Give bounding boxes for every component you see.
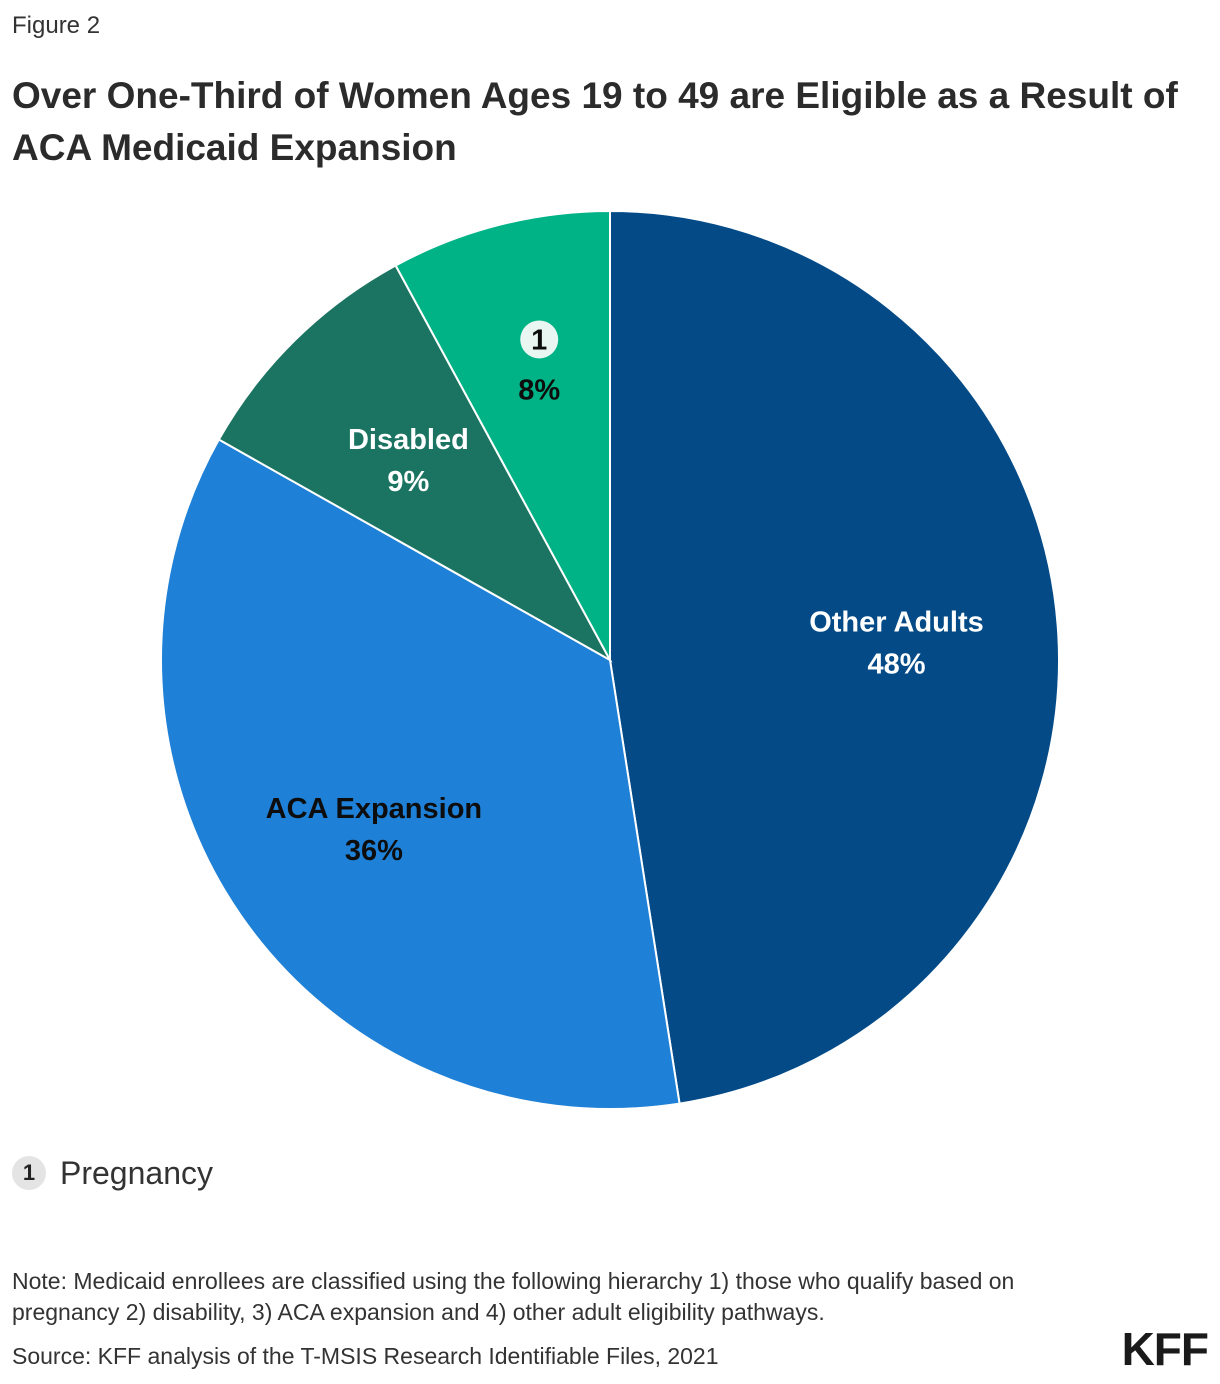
pie-slice-pregnancy xyxy=(394,209,611,661)
pie-value-label-aca-expansion: 36% xyxy=(345,835,403,867)
legend-marker: 1 xyxy=(12,1156,46,1190)
pie-marker-label: 1 xyxy=(531,324,547,356)
legend: 1 Pregnancy xyxy=(12,1153,213,1193)
pie-value-label-other-adults: 48% xyxy=(867,649,925,681)
pie-name-label-aca-expansion: ACA Expansion xyxy=(266,793,482,825)
pie-slice-aca-expansion xyxy=(160,438,681,1110)
legend-label-pregnancy: Pregnancy xyxy=(60,1154,213,1191)
pie-value-label-pregnancy: 8% xyxy=(518,374,560,406)
pie-name-label-other-adults: Other Adults xyxy=(809,607,984,639)
pie-slice-disabled xyxy=(217,264,613,663)
chart-source: Source: KFF analysis of the T-MSIS Resea… xyxy=(12,1343,719,1369)
pie-marker-circle xyxy=(520,320,559,359)
chart-note: Note: Medicaid enrollees are classified … xyxy=(12,1268,1015,1325)
pie-slice-other-adults xyxy=(609,209,1060,1105)
chart-title: Over One-Third of Women Ages 19 to 49 ar… xyxy=(12,75,1178,168)
pie-value-label-disabled: 9% xyxy=(387,466,429,498)
pie-name-label-disabled: Disabled xyxy=(348,424,469,456)
kff-logo: KFF xyxy=(1121,1323,1209,1375)
figure-label: Figure 2 xyxy=(12,12,101,39)
